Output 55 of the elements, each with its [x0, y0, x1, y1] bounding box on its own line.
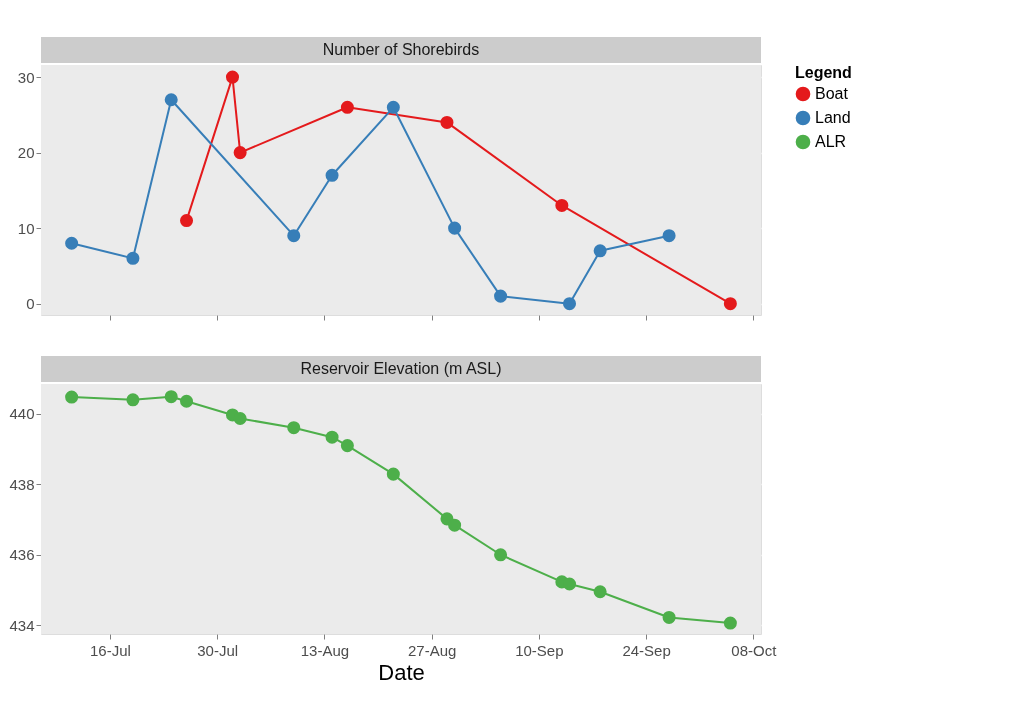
legend-label: Boat [815, 85, 849, 102]
point [662, 229, 676, 243]
legend-label: Land [815, 109, 851, 126]
x-tick-label: 08-Oct [731, 641, 778, 659]
point [126, 251, 140, 265]
point [593, 585, 607, 599]
point [593, 244, 607, 258]
chart-title: Reservoir Elevation (m ASL) [300, 360, 502, 377]
chart-title: Number of Shorebirds [322, 41, 480, 58]
y-tick-label: 434 [9, 616, 35, 634]
y-tick-label: 0 [26, 295, 35, 313]
x-axis-title: Date [378, 659, 425, 685]
y-tick-label: 440 [9, 405, 35, 423]
point [386, 100, 400, 114]
y-tick-label: 10 [17, 219, 35, 237]
point [164, 93, 178, 107]
point [164, 390, 178, 404]
point [180, 214, 194, 228]
point [287, 421, 301, 435]
point [562, 577, 577, 591]
legend-label: ALR [815, 133, 847, 150]
point [126, 393, 140, 407]
x-tick-label: 30-Jul [197, 641, 239, 659]
point [562, 297, 577, 311]
point [386, 467, 400, 481]
point [340, 439, 354, 453]
point [723, 297, 737, 311]
y-tick-label: 436 [9, 546, 35, 564]
legend-title: Legend [795, 64, 852, 81]
point [233, 412, 247, 426]
y-tick-label: 20 [17, 144, 35, 162]
point [494, 289, 508, 303]
point [340, 100, 354, 114]
point [225, 70, 240, 84]
x-tick-label: 27-Aug [407, 641, 457, 659]
point [494, 548, 508, 562]
x-tick-label: 10-Sep [515, 641, 564, 659]
point [723, 616, 737, 630]
point [65, 390, 79, 404]
point [325, 168, 339, 182]
point [440, 115, 454, 129]
x-tick-label: 24-Sep [622, 641, 671, 659]
point [555, 198, 569, 212]
point [287, 229, 301, 243]
point [325, 430, 339, 444]
point [65, 236, 79, 250]
point [662, 610, 676, 624]
x-tick-label: 13-Aug [300, 641, 350, 659]
point [180, 394, 194, 408]
y-tick-label: 438 [9, 475, 35, 493]
point [233, 146, 247, 160]
point [448, 221, 462, 235]
y-tick-label: 30 [17, 68, 35, 86]
x-tick-label: 16-Jul [90, 641, 131, 659]
point [448, 518, 462, 532]
